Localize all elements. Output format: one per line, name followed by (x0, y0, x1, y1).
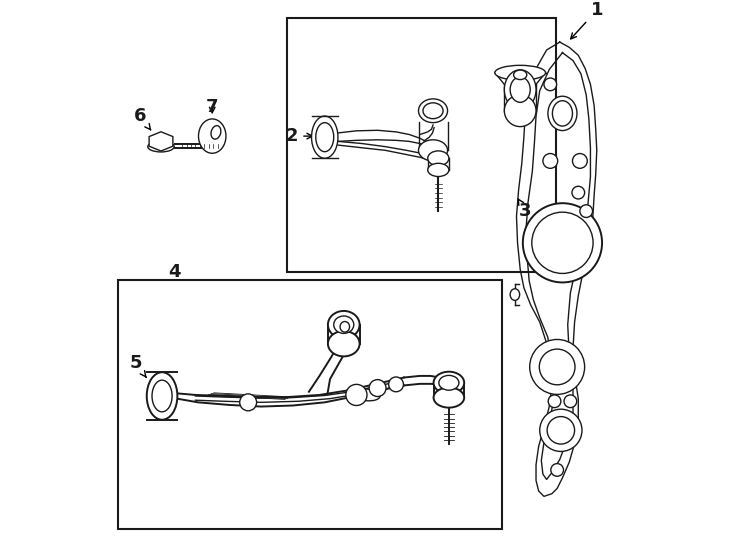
Ellipse shape (418, 140, 448, 161)
Circle shape (547, 416, 575, 444)
Circle shape (543, 153, 558, 168)
Text: 3: 3 (518, 199, 531, 220)
Text: 7: 7 (206, 98, 219, 116)
Ellipse shape (548, 96, 577, 131)
Text: 5: 5 (129, 354, 146, 377)
Ellipse shape (553, 101, 573, 126)
Ellipse shape (147, 372, 178, 420)
Ellipse shape (316, 123, 334, 152)
Ellipse shape (311, 116, 338, 158)
Circle shape (389, 377, 404, 392)
Circle shape (539, 349, 575, 385)
Ellipse shape (328, 331, 360, 356)
Ellipse shape (354, 389, 380, 401)
Ellipse shape (428, 151, 449, 166)
Circle shape (369, 380, 386, 396)
Ellipse shape (148, 141, 174, 152)
Ellipse shape (418, 99, 448, 123)
Circle shape (532, 212, 593, 273)
Ellipse shape (428, 163, 449, 177)
Bar (117, 280, 502, 529)
Ellipse shape (152, 380, 172, 412)
Ellipse shape (434, 372, 464, 394)
Circle shape (240, 394, 257, 411)
Ellipse shape (198, 119, 226, 153)
Ellipse shape (510, 289, 520, 300)
Circle shape (548, 395, 561, 408)
Ellipse shape (423, 103, 443, 119)
Ellipse shape (504, 70, 536, 110)
Circle shape (572, 186, 584, 199)
Polygon shape (149, 132, 173, 151)
Text: 1: 1 (570, 2, 603, 39)
Circle shape (550, 464, 564, 476)
Circle shape (530, 340, 584, 394)
Ellipse shape (514, 70, 527, 79)
Text: 2: 2 (286, 127, 313, 145)
Circle shape (564, 395, 577, 408)
Ellipse shape (340, 321, 349, 332)
Bar (287, 18, 556, 272)
Ellipse shape (434, 388, 464, 408)
Circle shape (580, 205, 592, 218)
Ellipse shape (328, 311, 360, 339)
Ellipse shape (334, 316, 354, 333)
Circle shape (539, 409, 582, 451)
Text: 4: 4 (168, 263, 181, 281)
Ellipse shape (211, 126, 221, 139)
Ellipse shape (510, 77, 530, 102)
Circle shape (573, 153, 587, 168)
Ellipse shape (439, 375, 459, 390)
Circle shape (544, 78, 556, 91)
Circle shape (346, 384, 367, 406)
Text: 6: 6 (134, 107, 150, 130)
Ellipse shape (495, 65, 545, 80)
Circle shape (523, 203, 602, 282)
Ellipse shape (504, 95, 536, 126)
